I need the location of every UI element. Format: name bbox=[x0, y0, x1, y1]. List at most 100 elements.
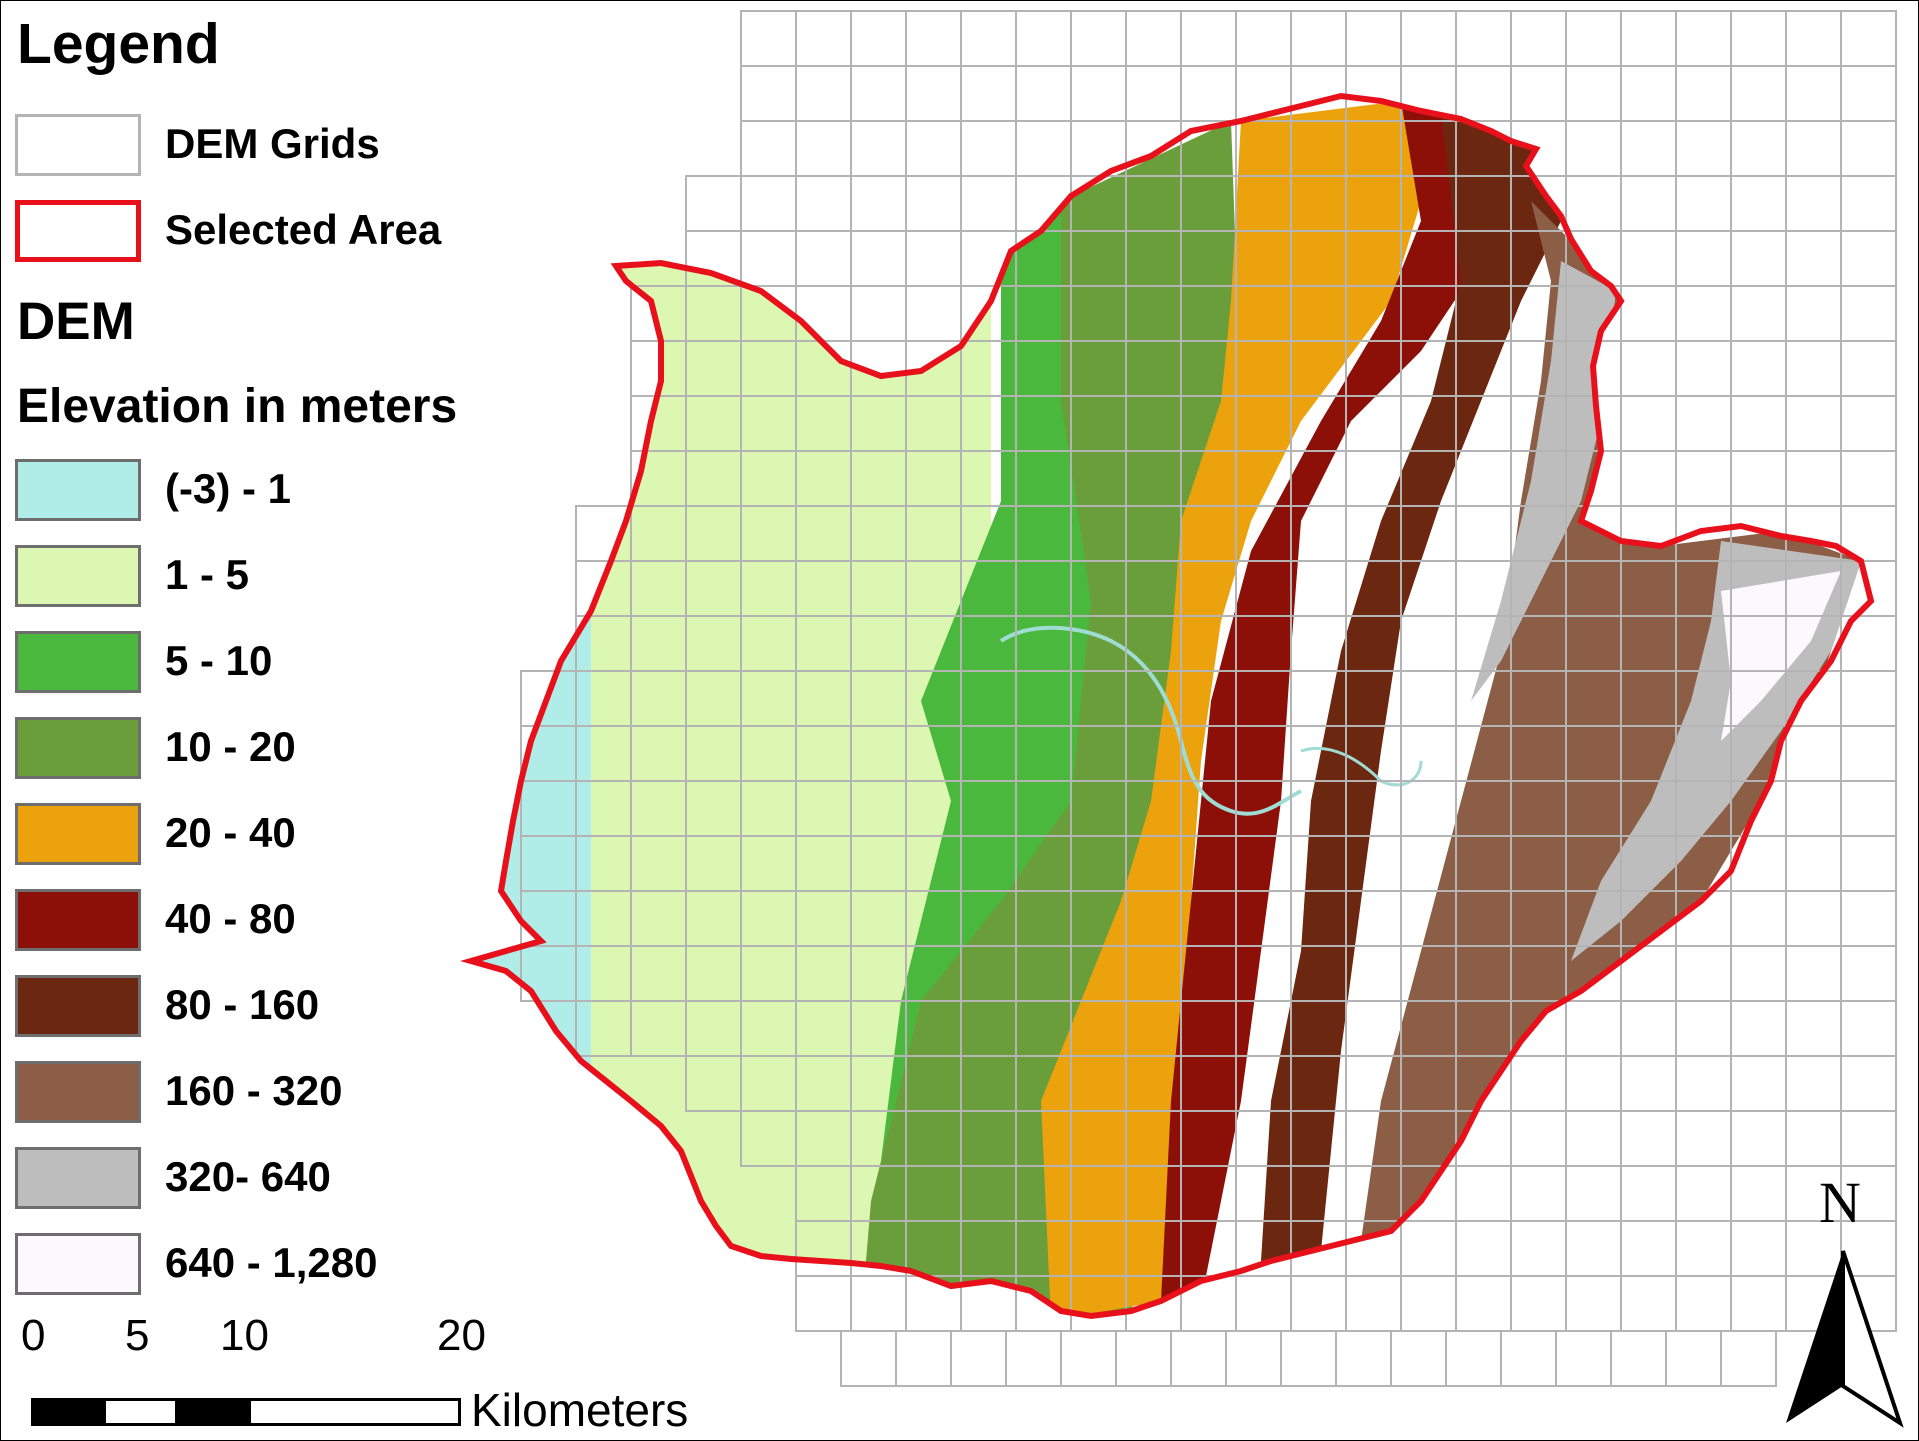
elevation-class-label: 320- 640 bbox=[165, 1153, 331, 1200]
dem-grid-cell bbox=[1290, 615, 1347, 672]
dem-grid-cell bbox=[1620, 1220, 1677, 1277]
dem-grid-cell bbox=[905, 65, 962, 122]
dem-grid-cell bbox=[1225, 1330, 1282, 1387]
dem-grid-cell bbox=[795, 65, 852, 122]
dem-grid-cell bbox=[960, 65, 1017, 122]
dem-grid-cell bbox=[1840, 120, 1897, 177]
dem-grid-cell bbox=[1840, 450, 1897, 507]
dem-grid-cell bbox=[1510, 1275, 1567, 1332]
dem-grid-cell bbox=[1730, 1220, 1787, 1277]
dem-grid-cell bbox=[1730, 175, 1787, 232]
dem-grid-cell bbox=[850, 230, 907, 287]
dem-grid-cell bbox=[1400, 670, 1457, 727]
dem-grid-cell bbox=[1730, 1165, 1787, 1222]
dem-grid-cell bbox=[1225, 1330, 1282, 1387]
dem-grid-cell bbox=[1180, 10, 1237, 67]
dem-grid-cell bbox=[1785, 945, 1842, 1002]
dem-grid-cell bbox=[1060, 1330, 1117, 1387]
dem-grid-cell bbox=[1785, 65, 1842, 122]
elevation-class-label: 160 - 320 bbox=[165, 1067, 343, 1114]
north-arrow-icon bbox=[1786, 1250, 1904, 1428]
dem-grid-cell bbox=[1840, 175, 1897, 232]
dem-grid-cell bbox=[1620, 1055, 1677, 1112]
elevation-class-swatch bbox=[15, 1233, 141, 1295]
dem-grid-cell bbox=[1400, 615, 1457, 672]
dem-grid-cell bbox=[1290, 615, 1347, 672]
dem-grid-cell bbox=[850, 285, 907, 342]
dem-grid-cell bbox=[1015, 65, 1072, 122]
dem-grid-cell bbox=[795, 175, 852, 232]
dem-grid-cell bbox=[1675, 230, 1732, 287]
dem-grid-cell bbox=[1840, 890, 1897, 947]
dem-grid-cell bbox=[1510, 1055, 1567, 1112]
dem-grid-cell bbox=[1620, 1000, 1677, 1057]
dem-grid-cell bbox=[1730, 10, 1787, 67]
dem-grid-cell bbox=[1455, 10, 1512, 67]
legend-item-elevation-class: 160 - 320 bbox=[15, 1061, 515, 1125]
dem-grid-cell bbox=[1620, 285, 1677, 342]
dem-grid-cell bbox=[1840, 1110, 1897, 1167]
dem-grid-cell bbox=[1620, 1000, 1677, 1057]
elevation-class-label: 5 - 10 bbox=[165, 637, 273, 684]
dem-grid-cell bbox=[1290, 10, 1347, 67]
dem-grid-cell bbox=[1675, 175, 1732, 232]
dem-grid-cell bbox=[1675, 1165, 1732, 1222]
zone-elev-640-1280 bbox=[1721, 571, 1841, 741]
elevation-class-swatch bbox=[15, 1061, 141, 1123]
elevation-class-swatch bbox=[15, 459, 141, 521]
dem-grid-cell bbox=[1840, 230, 1897, 287]
dem-grid-cell bbox=[960, 10, 1017, 67]
dem-grid-cell bbox=[1785, 450, 1842, 507]
dem-grid-cell bbox=[1785, 120, 1842, 177]
dem-grid-cell bbox=[1565, 1055, 1622, 1112]
dem-grid-cell bbox=[1565, 1165, 1622, 1222]
dem-grid-cell bbox=[1840, 725, 1897, 782]
dem-grid-cell bbox=[1555, 1330, 1612, 1387]
dem-grid-cell bbox=[905, 175, 962, 232]
dem-grid-cell bbox=[1785, 285, 1842, 342]
dem-grid-cell bbox=[1390, 1330, 1447, 1387]
scale-bar bbox=[31, 1398, 461, 1426]
dem-grid-cell bbox=[1290, 560, 1347, 617]
dem-grid-cell bbox=[840, 1330, 897, 1387]
dem-grid-cell bbox=[1730, 230, 1787, 287]
dem-grid-cell bbox=[1400, 780, 1457, 837]
dem-grid-cell bbox=[1730, 285, 1787, 342]
dem-grid-cell bbox=[1510, 1110, 1567, 1167]
dem-grid-cell bbox=[1675, 450, 1732, 507]
dem-grid-cell bbox=[1620, 65, 1677, 122]
dem-grid-cell bbox=[1730, 450, 1787, 507]
dem-grid-cell bbox=[1730, 10, 1787, 67]
dem-grid-cell bbox=[795, 1275, 852, 1332]
dem-grid-cell bbox=[1510, 1055, 1567, 1112]
legend-item-elevation-class: 1 - 5 bbox=[15, 545, 515, 609]
dem-grid-cell bbox=[1235, 10, 1292, 67]
dem-grid-cell bbox=[1730, 1110, 1787, 1167]
dem-grid-cell bbox=[1620, 175, 1677, 232]
dem-grid-cell bbox=[740, 175, 797, 232]
dem-grid-cell bbox=[1785, 835, 1842, 892]
dem-grid-cell bbox=[1345, 10, 1402, 67]
dem-grid-cell bbox=[1840, 1055, 1897, 1112]
dem-grid-cell bbox=[1390, 1330, 1447, 1387]
dem-grid-overlay bbox=[520, 10, 1897, 1387]
dem-grid-cell bbox=[1620, 10, 1677, 67]
dem-grid-cell bbox=[1015, 10, 1072, 67]
dem-grid-cell bbox=[1840, 945, 1897, 1002]
scale-tick-label: 0 bbox=[21, 1311, 46, 1360]
dem-grid-cell bbox=[1840, 1110, 1897, 1167]
dem-grid-cell bbox=[1840, 725, 1897, 782]
elevation-class-swatch bbox=[15, 717, 141, 779]
scale-tick-label: 20 bbox=[437, 1311, 486, 1360]
dem-grid-cell bbox=[1730, 230, 1787, 287]
dem-grid-cell bbox=[1840, 175, 1897, 232]
dem-grid-cell bbox=[1400, 1220, 1457, 1277]
dem-grid-cell bbox=[1785, 65, 1842, 122]
dem-grid-cell bbox=[1675, 65, 1732, 122]
dem-grid-cell bbox=[895, 1330, 952, 1387]
legend-label: Selected Area bbox=[165, 206, 442, 253]
dem-grid-cell bbox=[1565, 1055, 1622, 1112]
dem-grid-cell bbox=[740, 230, 797, 287]
legend-label: DEM Grids bbox=[165, 120, 380, 167]
dem-grid-cell bbox=[1620, 450, 1677, 507]
